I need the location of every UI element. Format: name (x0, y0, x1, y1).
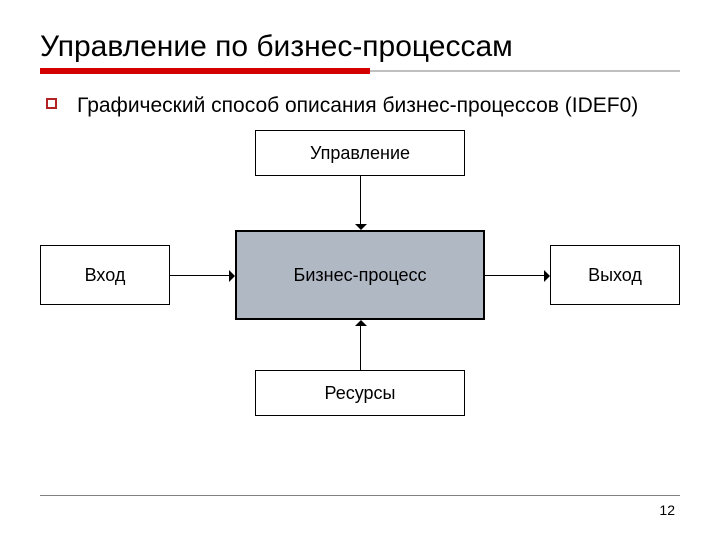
bullet-square-icon (46, 98, 57, 109)
footer-divider (40, 495, 680, 496)
title-underline (40, 68, 680, 74)
node-resources: Ресурсы (255, 370, 465, 416)
slide-title: Управление по бизнес-процессам (40, 30, 680, 64)
bullet-text: Графический способ описания бизнес-проце… (77, 92, 638, 120)
node-process: Бизнес-процесс (235, 230, 485, 320)
idef0-diagram: Управление Вход Бизнес-процесс Выход Ресурсы (40, 130, 680, 430)
node-control: Управление (255, 130, 465, 176)
node-output: Выход (550, 245, 680, 305)
page-number: 12 (659, 502, 675, 518)
bullet-item: Графический способ описания бизнес-проце… (40, 92, 680, 120)
node-input: Вход (40, 245, 170, 305)
